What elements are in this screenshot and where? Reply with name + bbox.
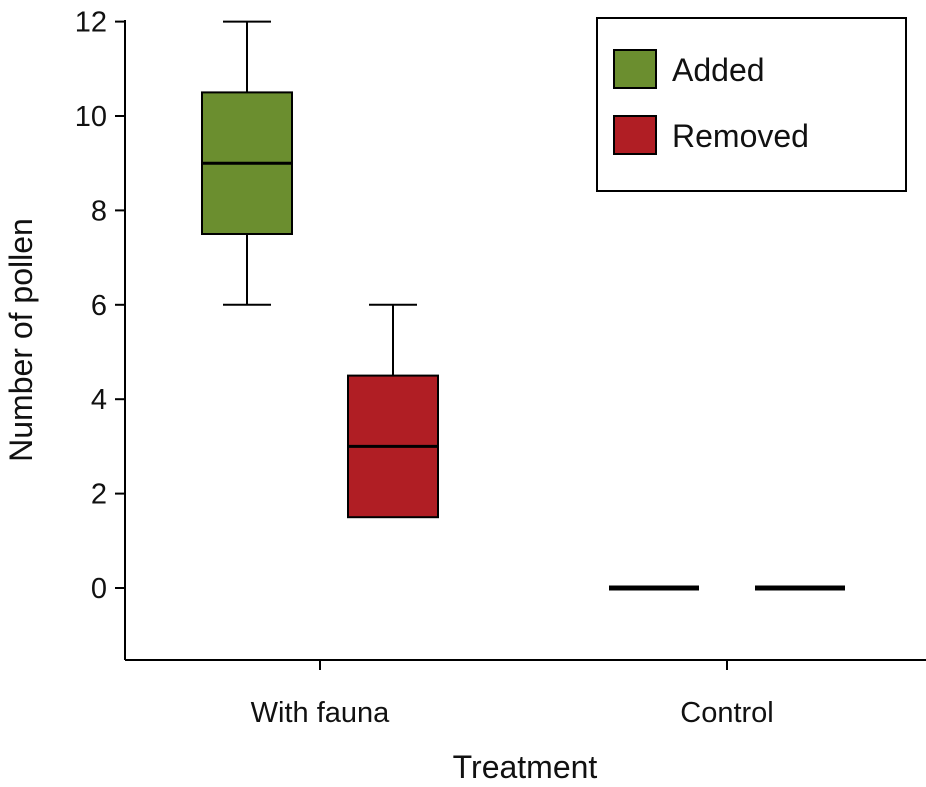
legend: Added Removed <box>596 17 907 192</box>
y-tick-label: 4 <box>91 384 107 416</box>
y-axis-ticks: 0 2 4 6 8 10 12 <box>75 7 125 605</box>
y-tick-label: 12 <box>75 7 107 39</box>
x-axis-ticks: With fauna Control <box>251 660 774 729</box>
y-axis-title: Number of pollen <box>3 218 39 462</box>
box-removed <box>347 303 439 519</box>
y-tick-label: 10 <box>75 101 107 133</box>
x-tick-label: Control <box>680 697 774 729</box>
legend-frame <box>596 17 907 192</box>
y-tick-label: 2 <box>91 479 107 511</box>
legend-swatch-removed <box>613 115 657 155</box>
axes <box>124 20 926 661</box>
legend-label-added: Added <box>672 52 765 88</box>
x-axis-title: Treatment <box>453 749 598 785</box>
legend-swatch-added <box>613 49 657 89</box>
box-added <box>201 20 293 306</box>
x-tick-label: With fauna <box>251 697 390 729</box>
y-tick-label: 6 <box>91 290 107 322</box>
y-tick-label: 0 <box>91 573 107 605</box>
legend-label-removed: Removed <box>672 118 809 154</box>
box-plot-marks <box>201 20 845 591</box>
y-tick-label: 8 <box>91 195 107 227</box>
